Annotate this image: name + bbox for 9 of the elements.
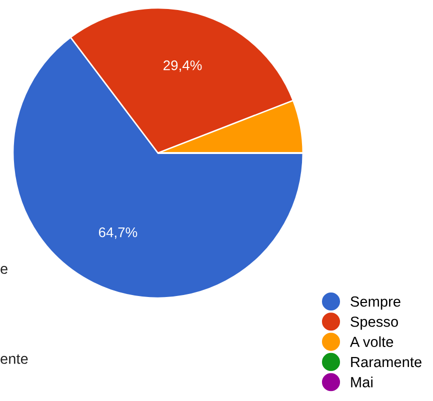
legend-label: Sempre <box>350 296 400 310</box>
data-label: 29,4% <box>164 60 202 72</box>
text: e <box>0 266 8 274</box>
legend-label: Spesso <box>350 316 398 330</box>
data-label: 64,7% <box>98 227 138 239</box>
legend-label: Raramente <box>351 357 422 368</box>
text: ente <box>0 354 28 364</box>
legend-label: A volte <box>350 336 394 348</box>
legend-label: Mai <box>351 376 372 388</box>
